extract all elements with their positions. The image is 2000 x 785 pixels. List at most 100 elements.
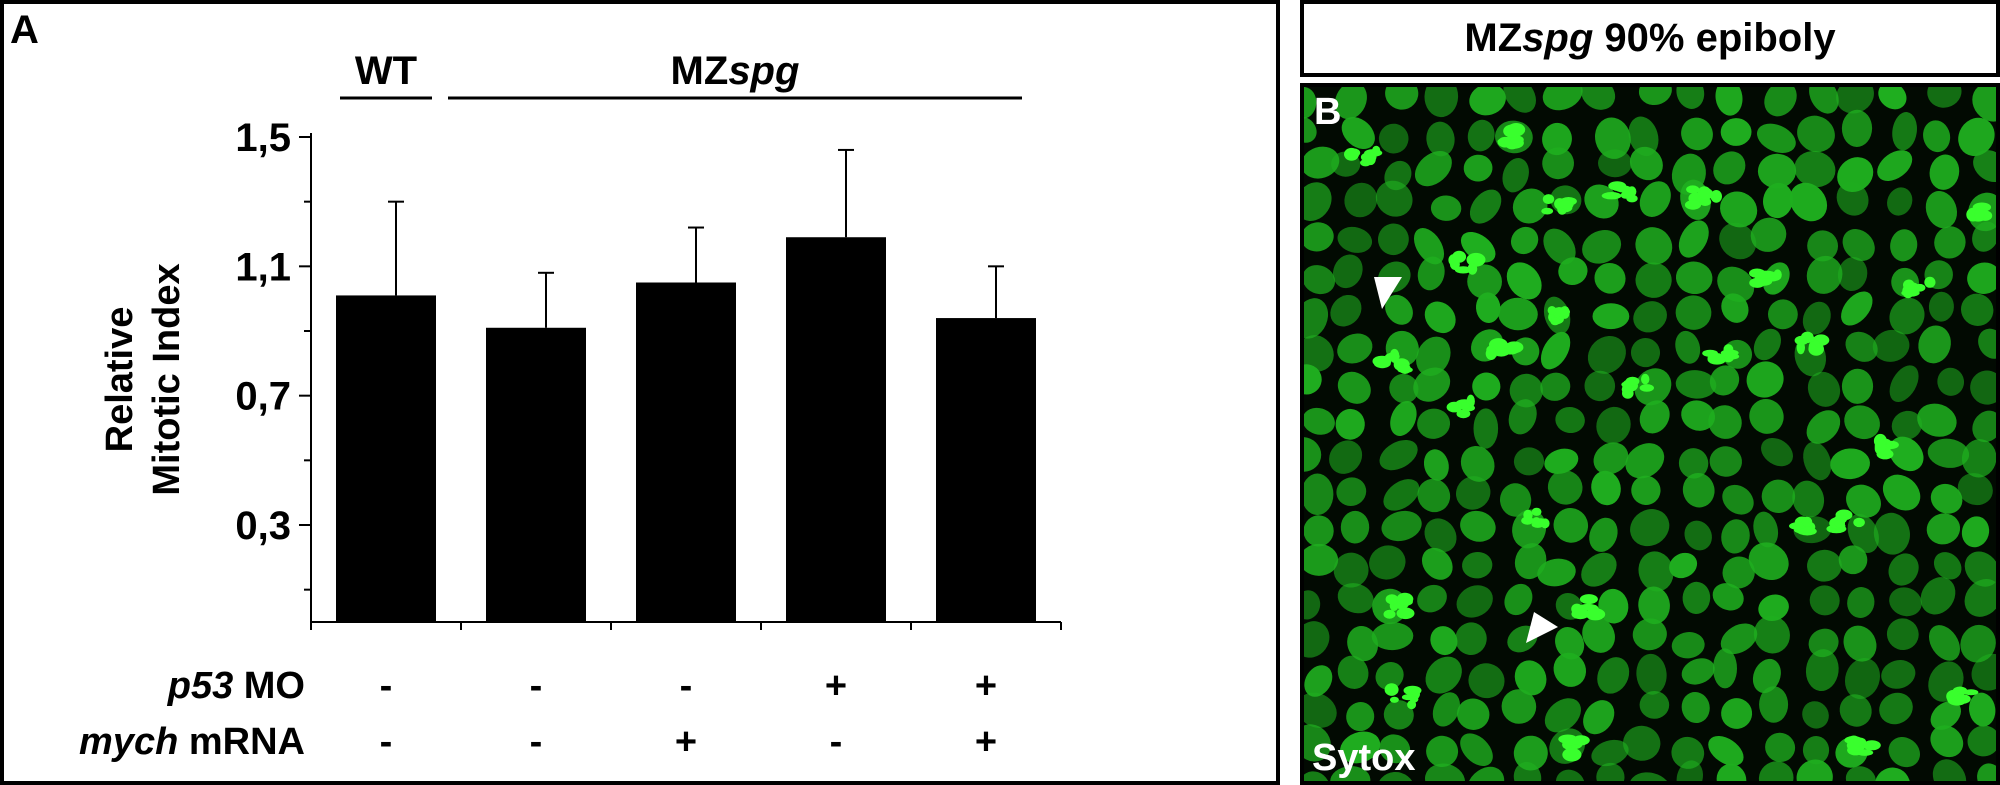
mitotic-figure — [1344, 145, 1383, 167]
nucleus — [1304, 473, 1334, 516]
nucleus — [1847, 587, 1875, 618]
nucleus — [1377, 223, 1409, 256]
nucleus — [1957, 473, 1993, 506]
condition-sign: - — [530, 665, 543, 707]
nucleus — [1713, 151, 1746, 185]
nucleus — [1806, 255, 1843, 294]
nucleus — [1337, 333, 1373, 364]
nucleus — [1792, 480, 1825, 518]
nucleus — [1513, 735, 1548, 771]
mitotic-figure — [1497, 123, 1526, 150]
nucleus — [1715, 87, 1743, 116]
nucleus — [1509, 373, 1543, 408]
nucleus — [1591, 739, 1629, 767]
nucleus — [1844, 405, 1880, 440]
mitotic-figure — [1446, 394, 1475, 419]
nucleus — [1417, 256, 1445, 291]
condition-sign: + — [975, 721, 997, 763]
nucleus — [1713, 648, 1737, 689]
nucleus — [1547, 470, 1583, 505]
nucleus — [1589, 517, 1618, 552]
nucleus — [1767, 299, 1798, 330]
nucleus — [1887, 187, 1913, 216]
mitotic-figure — [1558, 734, 1590, 762]
nucleus — [1794, 151, 1836, 188]
nucleus — [1971, 653, 1996, 691]
microscopy-image: B Sytox — [1300, 83, 2000, 785]
nucleus — [1842, 229, 1875, 261]
nucleus — [1879, 692, 1913, 725]
nucleus — [1430, 195, 1462, 221]
nucleus — [1802, 301, 1831, 335]
nucleus — [1972, 410, 1996, 443]
nucleus — [1758, 761, 1794, 781]
nucleus — [1675, 370, 1717, 399]
nucleus — [1926, 513, 1961, 545]
condition-sign: - — [830, 721, 843, 763]
nucleus — [1635, 262, 1672, 298]
nucleus — [1468, 663, 1505, 699]
nucleus — [1413, 228, 1445, 265]
nucleus — [1890, 229, 1918, 262]
nucleus — [1809, 585, 1840, 616]
condition-label-1: p53 MO — [167, 665, 305, 707]
bar-3 — [636, 282, 736, 622]
nucleus — [1752, 658, 1781, 694]
nucleus — [1499, 483, 1532, 517]
nucleus — [1337, 226, 1373, 253]
nucleus — [1881, 660, 1916, 689]
nucleus — [1504, 583, 1533, 616]
header-prefix: MZ — [1464, 16, 1523, 60]
nucleus — [1789, 182, 1828, 222]
nucleus — [1375, 180, 1413, 217]
nucleus — [1964, 551, 1996, 587]
nucleus — [1920, 577, 1956, 615]
nucleus — [1630, 338, 1661, 368]
nucleus — [1381, 510, 1422, 542]
nucleus — [1719, 222, 1757, 260]
condition-sign: + — [975, 665, 997, 707]
condition-sign: + — [675, 721, 697, 763]
nucleus — [1553, 652, 1587, 687]
nucleus — [1582, 617, 1615, 653]
nucleus — [1592, 303, 1630, 330]
mitotic-figure — [1547, 306, 1570, 326]
nucleus — [1635, 227, 1673, 265]
mitotic-figure — [1571, 594, 1606, 621]
nucleus — [1371, 622, 1414, 651]
nucleus — [1708, 736, 1744, 766]
y-tick-label: 0,3 — [235, 504, 291, 548]
nucleus — [1676, 87, 1705, 109]
nucleus — [1558, 257, 1588, 285]
nucleus — [1304, 724, 1331, 762]
mitotic-figure — [1485, 338, 1524, 360]
nucleus — [1390, 401, 1417, 436]
nucleus — [1838, 545, 1868, 575]
nucleus — [1682, 472, 1715, 508]
nucleus — [1803, 441, 1832, 481]
nucleus — [1304, 335, 1334, 372]
bar-1 — [336, 295, 436, 622]
mitotic-figure — [1946, 686, 1979, 706]
nucleus — [1543, 228, 1576, 265]
condition-sign: - — [380, 721, 393, 763]
nucleus — [1806, 410, 1841, 444]
nucleus — [1925, 191, 1958, 229]
nucleus — [1918, 325, 1951, 364]
mitotic-figure — [1702, 344, 1740, 365]
nucleus — [1432, 692, 1461, 727]
nucleus — [1456, 698, 1490, 730]
nucleus — [1721, 293, 1749, 323]
nucleus — [1960, 293, 1994, 326]
nucleus — [1967, 262, 1996, 294]
y-tick-label: 1,5 — [235, 116, 291, 160]
nucleus — [1628, 116, 1659, 157]
nucleus — [1930, 725, 1964, 758]
nucleus — [1757, 123, 1796, 153]
nucleus — [1475, 292, 1501, 323]
nucleus — [1501, 689, 1537, 724]
nucleus — [1878, 87, 1907, 110]
nucleus — [1841, 109, 1873, 147]
y-tick-label: 1,1 — [235, 245, 291, 289]
nucleus — [1506, 262, 1542, 300]
